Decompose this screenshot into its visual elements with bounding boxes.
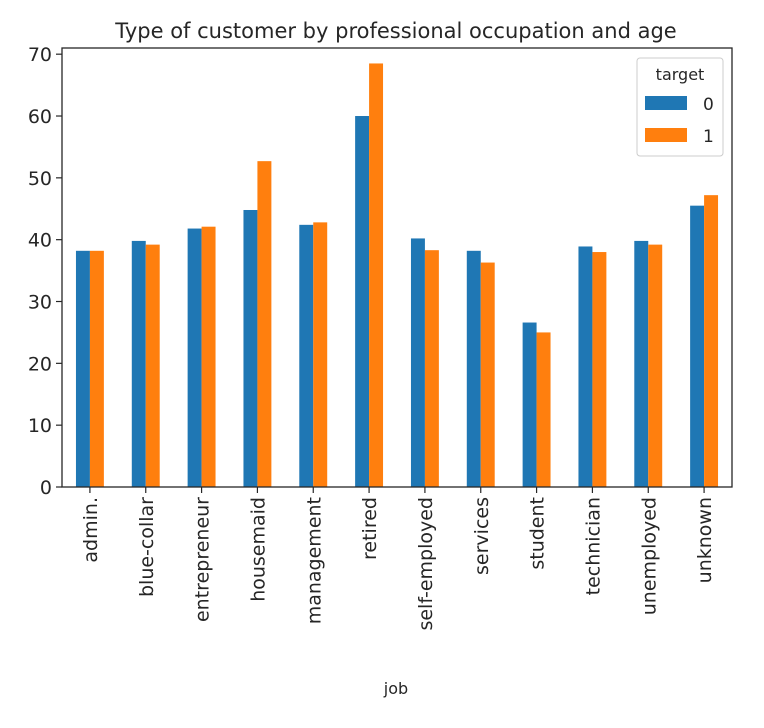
chart-title: Type of customer by professional occupat… [114, 19, 676, 43]
legend-label-0: 0 [703, 95, 714, 115]
plot-bars [75, 63, 719, 488]
y-tick-label: 70 [28, 44, 52, 66]
bar-series1-admin [89, 250, 104, 487]
y-tick-label: 10 [28, 415, 52, 437]
y-tick-label: 40 [28, 230, 52, 252]
legend-swatch-0 [645, 96, 687, 110]
bar-series1-unemployed [648, 244, 663, 487]
bar-series1-unknown [704, 195, 719, 487]
x-axis: admin. blue-collar entrepreneur housemaid ma… [80, 487, 716, 631]
y-tick-label: 30 [28, 292, 52, 314]
bar-series0-entrepreneur [187, 228, 202, 487]
x-tick-label: services [471, 497, 493, 575]
bar-series0-student [522, 322, 537, 487]
x-tick-label: unknown [694, 497, 716, 583]
bar-series0-management [299, 224, 314, 488]
bar-series1-management [313, 222, 328, 487]
x-tick-label: self-employed [415, 497, 437, 631]
bar-series1-technician [592, 252, 607, 487]
legend-title: target [656, 65, 705, 84]
bar-series0-services [466, 250, 481, 487]
bar-series1-entrepreneur [201, 226, 216, 488]
x-tick-label: management [303, 497, 325, 624]
bar-series1-self-employed [424, 250, 439, 487]
bar-series1-blue-collar [145, 244, 160, 487]
legend: target 0 1 [636, 57, 724, 157]
x-axis-label: job [383, 679, 408, 698]
x-tick-label: blue-collar [136, 497, 158, 597]
y-tick-label: 60 [28, 106, 52, 128]
bar-series1-student [536, 332, 551, 487]
bar-series0-retired [355, 116, 370, 487]
x-tick-label: housemaid [247, 497, 269, 602]
bar-series0-blue-collar [131, 240, 146, 487]
x-tick-label: retired [359, 497, 381, 560]
bar-series0-admin [75, 250, 90, 487]
bar-series1-services [480, 262, 495, 487]
x-tick-label: technician [582, 497, 604, 595]
y-tick-label: 20 [28, 353, 52, 375]
x-tick-label: admin. [80, 497, 102, 563]
bar-series0-unknown [690, 205, 705, 488]
x-tick-label: unemployed [638, 497, 660, 615]
x-tick-label: entrepreneur [192, 497, 214, 622]
bar-series0-housemaid [243, 209, 258, 487]
x-tick-label: student [527, 497, 549, 570]
y-tick-label: 50 [28, 168, 52, 190]
plot-frame [61, 47, 733, 488]
bar-series0-unemployed [634, 240, 649, 487]
y-axis: 0 10 20 30 40 50 60 70 [28, 44, 62, 499]
y-tick-label: 0 [40, 477, 52, 499]
legend-label-1: 1 [703, 127, 714, 147]
bar-series1-housemaid [257, 161, 272, 488]
bar-series0-technician [578, 246, 593, 487]
legend-swatch-1 [645, 128, 687, 142]
bar-series1-retired [369, 63, 384, 488]
bar-series0-self-employed [410, 238, 425, 487]
